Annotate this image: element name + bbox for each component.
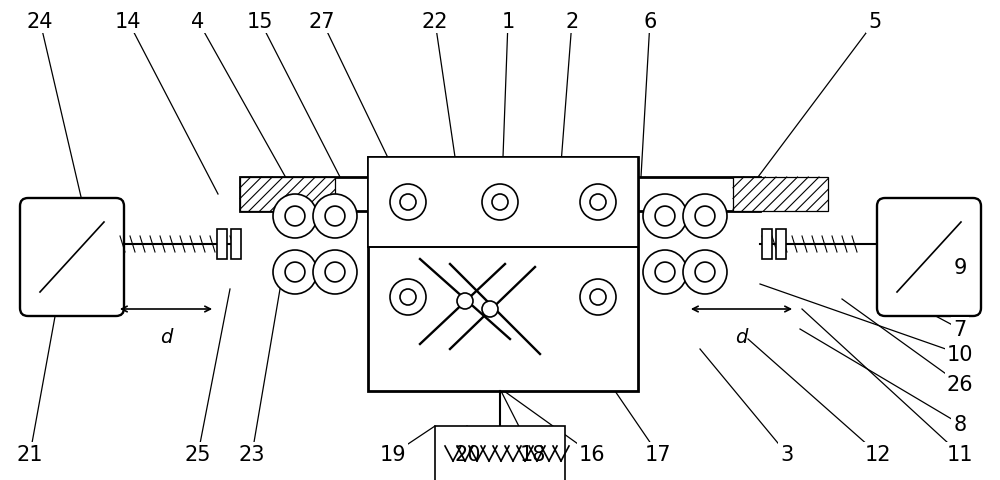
Circle shape bbox=[580, 185, 616, 220]
Text: 17: 17 bbox=[645, 444, 671, 464]
Circle shape bbox=[590, 289, 606, 305]
Circle shape bbox=[400, 194, 416, 211]
Circle shape bbox=[390, 185, 426, 220]
Bar bbox=[733, 178, 828, 212]
Text: 10: 10 bbox=[947, 344, 973, 364]
Text: 4: 4 bbox=[191, 12, 205, 32]
Text: 19: 19 bbox=[380, 444, 406, 464]
Text: 14: 14 bbox=[115, 12, 141, 32]
Text: 20: 20 bbox=[455, 444, 481, 464]
Circle shape bbox=[390, 279, 426, 315]
Text: 22: 22 bbox=[422, 12, 448, 32]
Circle shape bbox=[482, 301, 498, 317]
Text: 3: 3 bbox=[780, 444, 794, 464]
Circle shape bbox=[643, 251, 687, 294]
Bar bbox=[240, 178, 335, 212]
Circle shape bbox=[313, 194, 357, 239]
Circle shape bbox=[643, 194, 687, 239]
Circle shape bbox=[313, 251, 357, 294]
Circle shape bbox=[457, 293, 473, 309]
Text: 5: 5 bbox=[868, 12, 882, 32]
Text: d: d bbox=[160, 327, 172, 346]
Text: 16: 16 bbox=[579, 444, 605, 464]
Text: 18: 18 bbox=[520, 444, 546, 464]
Bar bbox=[762, 229, 772, 260]
Text: 24: 24 bbox=[27, 12, 53, 32]
Circle shape bbox=[655, 263, 675, 282]
Text: 26: 26 bbox=[947, 374, 973, 394]
Bar bbox=[231, 229, 241, 260]
Text: 11: 11 bbox=[947, 444, 973, 464]
Text: 1: 1 bbox=[501, 12, 515, 32]
Bar bbox=[776, 229, 786, 260]
Bar bbox=[368, 157, 638, 248]
Circle shape bbox=[695, 263, 715, 282]
Text: 6: 6 bbox=[643, 12, 657, 32]
Circle shape bbox=[400, 289, 416, 305]
Text: 2: 2 bbox=[565, 12, 579, 32]
Circle shape bbox=[273, 194, 317, 239]
Text: 12: 12 bbox=[865, 444, 891, 464]
Text: 9: 9 bbox=[953, 257, 967, 277]
Bar bbox=[435, 426, 565, 480]
Text: 23: 23 bbox=[239, 444, 265, 464]
Circle shape bbox=[580, 279, 616, 315]
Circle shape bbox=[325, 207, 345, 227]
FancyBboxPatch shape bbox=[20, 199, 124, 316]
Circle shape bbox=[273, 251, 317, 294]
Bar bbox=[368, 157, 638, 391]
Circle shape bbox=[590, 194, 606, 211]
Circle shape bbox=[492, 194, 508, 211]
Bar bbox=[638, 178, 760, 212]
Text: 15: 15 bbox=[247, 12, 273, 32]
Bar bbox=[217, 229, 227, 260]
Text: 21: 21 bbox=[17, 444, 43, 464]
Circle shape bbox=[683, 251, 727, 294]
Circle shape bbox=[285, 263, 305, 282]
Circle shape bbox=[695, 207, 715, 227]
Circle shape bbox=[325, 263, 345, 282]
Circle shape bbox=[683, 194, 727, 239]
Circle shape bbox=[482, 185, 518, 220]
FancyBboxPatch shape bbox=[877, 199, 981, 316]
Circle shape bbox=[655, 207, 675, 227]
Text: 25: 25 bbox=[185, 444, 211, 464]
Text: 8: 8 bbox=[953, 414, 967, 434]
Bar bbox=[240, 178, 368, 212]
Text: 7: 7 bbox=[953, 319, 967, 339]
Text: 27: 27 bbox=[309, 12, 335, 32]
Circle shape bbox=[285, 207, 305, 227]
Text: d: d bbox=[735, 327, 747, 346]
